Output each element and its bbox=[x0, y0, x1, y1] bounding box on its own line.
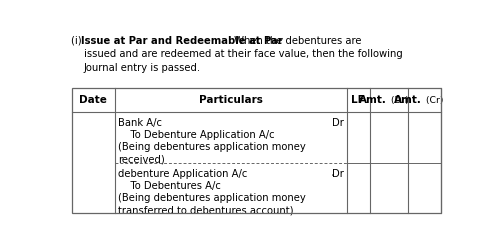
Text: Particulars: Particulars bbox=[199, 95, 262, 105]
Text: (Dr): (Dr) bbox=[388, 96, 409, 105]
Text: transferred to debentures account): transferred to debentures account) bbox=[118, 205, 293, 215]
Text: Issue at Par and Redeemable at Par: Issue at Par and Redeemable at Par bbox=[81, 36, 283, 46]
Text: To Debentures A/c: To Debentures A/c bbox=[118, 181, 221, 191]
Text: (Being debentures application money: (Being debentures application money bbox=[118, 142, 305, 152]
Text: Date: Date bbox=[79, 95, 107, 105]
Text: (Cr): (Cr) bbox=[423, 96, 444, 105]
Text: When the debentures are: When the debentures are bbox=[232, 36, 362, 46]
Text: received): received) bbox=[118, 155, 165, 165]
Text: Bank A/c: Bank A/c bbox=[118, 118, 162, 128]
Text: Journal entry is passed.: Journal entry is passed. bbox=[84, 63, 201, 73]
Text: Dr: Dr bbox=[332, 118, 343, 128]
Text: Amt.: Amt. bbox=[359, 95, 387, 105]
Text: Amt.: Amt. bbox=[394, 95, 422, 105]
Text: LF: LF bbox=[351, 95, 365, 105]
Text: issued and are redeemed at their face value, then the following: issued and are redeemed at their face va… bbox=[84, 49, 402, 59]
Text: (i): (i) bbox=[71, 36, 85, 46]
Text: Dr: Dr bbox=[332, 169, 343, 179]
Text: ·: · bbox=[330, 169, 335, 182]
Text: To Debenture Application A/c: To Debenture Application A/c bbox=[118, 130, 274, 140]
Bar bbox=[72, 88, 441, 213]
Text: (Being debentures application money: (Being debentures application money bbox=[118, 193, 305, 203]
Text: debenture Application A/c: debenture Application A/c bbox=[118, 169, 247, 179]
